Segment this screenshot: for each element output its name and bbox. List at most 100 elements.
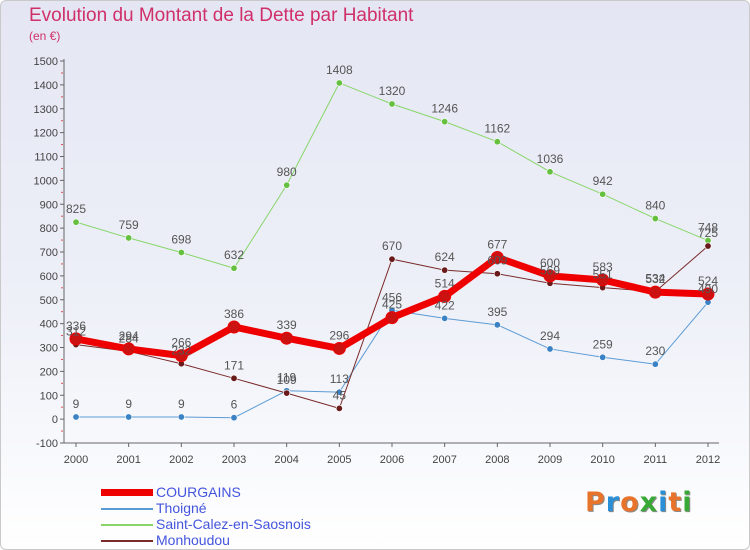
- data-point: [174, 349, 188, 363]
- logo-letter: r: [605, 487, 621, 518]
- y-tick-label: 700: [40, 247, 58, 259]
- data-label: 677: [487, 237, 507, 251]
- y-tick-label: 1200: [34, 128, 58, 140]
- y-tick-label: 1000: [34, 175, 58, 187]
- data-label: 569: [540, 263, 560, 277]
- logo-letter: i: [682, 487, 693, 518]
- data-point: [122, 342, 136, 356]
- data-point: [125, 413, 133, 421]
- data-point: [332, 341, 346, 355]
- y-tick-label: 1300: [34, 104, 58, 116]
- data-label: 232: [171, 344, 191, 358]
- data-point: [490, 250, 504, 264]
- data-label: 456: [382, 290, 402, 304]
- data-point: [546, 345, 554, 353]
- x-tick-label: 2011: [644, 454, 668, 466]
- x-tick-label: 2000: [64, 454, 88, 466]
- data-point: [177, 248, 185, 256]
- data-label: 632: [224, 248, 244, 262]
- data-label: 9: [73, 397, 80, 411]
- data-label: 942: [593, 174, 613, 188]
- data-point: [493, 321, 501, 329]
- data-label: 583: [593, 260, 613, 274]
- data-point: [441, 314, 449, 322]
- data-label: 514: [435, 276, 455, 290]
- data-point: [280, 331, 294, 345]
- data-point: [651, 215, 659, 223]
- data-label: 609: [487, 254, 507, 268]
- data-label: 759: [119, 218, 139, 232]
- legend-label: Thoigné: [156, 500, 207, 516]
- y-tick-label: 600: [40, 271, 58, 283]
- y-tick-label: 100: [40, 390, 58, 402]
- data-label: 266: [171, 336, 191, 350]
- data-point: [441, 118, 449, 126]
- data-point: [230, 374, 238, 382]
- data-label: 6: [231, 398, 238, 412]
- data-label: 171: [224, 358, 244, 372]
- data-point: [648, 285, 662, 299]
- data-label: 294: [119, 329, 139, 343]
- data-point: [227, 320, 241, 334]
- x-tick-label: 2002: [169, 454, 193, 466]
- data-point: [177, 413, 185, 421]
- data-label: 113: [330, 372, 349, 386]
- data-label: 534: [645, 272, 665, 286]
- y-tick-label: 800: [40, 223, 58, 235]
- data-point: [283, 389, 291, 397]
- data-point: [546, 168, 554, 176]
- legend-swatch: [101, 540, 153, 542]
- data-point: [335, 79, 343, 87]
- x-tick-label: 2006: [380, 454, 404, 466]
- y-tick-label: -100: [36, 438, 58, 450]
- data-label: 386: [224, 307, 244, 321]
- data-label: 1162: [484, 122, 510, 136]
- data-label: 524: [698, 274, 718, 288]
- data-label: 336: [66, 319, 86, 333]
- data-point: [335, 388, 343, 396]
- data-label: 284: [119, 331, 139, 345]
- data-point: [596, 273, 610, 287]
- y-tick-label: 500: [40, 295, 58, 307]
- data-point: [388, 100, 396, 108]
- data-point: [599, 190, 607, 198]
- data-label: 1320: [379, 84, 406, 98]
- x-tick-label: 2004: [274, 454, 298, 466]
- data-label: 119: [277, 371, 296, 385]
- data-label: 296: [329, 328, 349, 342]
- data-label: 395: [487, 305, 507, 319]
- series-line: [75, 245, 709, 409]
- y-tick-label: 1100: [34, 152, 58, 164]
- data-label: 670: [382, 239, 402, 253]
- x-tick-label: 2001: [116, 454, 140, 466]
- y-tick-label: 300: [40, 343, 58, 355]
- y-tick-label: 0: [52, 414, 58, 426]
- data-label: 294: [540, 329, 560, 343]
- chart-title: Evolution du Montant de la Dette par Hab…: [29, 5, 414, 26]
- legend-label: COURGAINS: [156, 484, 241, 500]
- data-point: [701, 287, 715, 301]
- data-label: 339: [277, 318, 297, 332]
- data-point: [125, 234, 133, 242]
- data-point: [385, 311, 399, 325]
- legend-swatch: [101, 489, 153, 496]
- y-tick-label: 1400: [34, 80, 58, 92]
- x-tick-label: 2010: [590, 454, 614, 466]
- data-point: [69, 332, 83, 346]
- x-tick-label: 2003: [222, 454, 246, 466]
- legend-label: Saint-Calez-en-Saosnois: [156, 516, 311, 532]
- logo-letter: t: [668, 487, 683, 518]
- data-label: 551: [593, 268, 613, 282]
- data-label: 748: [698, 221, 718, 235]
- logo-letter: i: [658, 487, 669, 518]
- data-point: [599, 353, 607, 361]
- data-point: [230, 264, 238, 272]
- data-label: 980: [277, 165, 297, 179]
- data-label: 725: [698, 226, 718, 240]
- data-label: 230: [645, 344, 665, 358]
- data-label: 425: [382, 298, 402, 312]
- legend-swatch: [101, 524, 153, 526]
- data-label: 490: [698, 282, 718, 296]
